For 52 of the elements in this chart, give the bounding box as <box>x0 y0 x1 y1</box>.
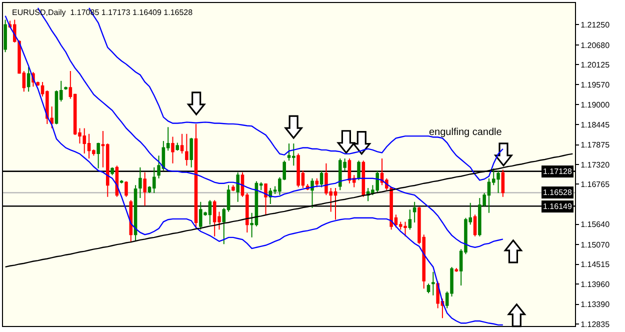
candlestick <box>64 86 68 90</box>
candlestick <box>315 178 319 188</box>
ref-line-label: 1.16528 <box>543 188 572 197</box>
candlestick <box>185 133 188 166</box>
candlestick <box>320 170 324 188</box>
y-tick-label: 1.21250 <box>580 20 610 30</box>
candlestick <box>473 214 477 237</box>
y-tick-label: 1.15070 <box>580 240 610 250</box>
y-tick-label: 1.19570 <box>580 80 610 90</box>
candlestick <box>143 172 146 206</box>
candlestick <box>120 180 124 184</box>
candlestick <box>426 283 430 294</box>
y-tick-label: 1.12835 <box>580 320 610 329</box>
y-tick-label: 1.16765 <box>580 180 610 190</box>
y-tick-label: 1.20125 <box>580 60 610 70</box>
candlestick <box>180 133 184 154</box>
candlestick <box>50 106 54 129</box>
y-tick-label: 1.13960 <box>580 280 610 289</box>
candlestick <box>232 184 235 192</box>
candlestick <box>36 81 40 86</box>
candlestick <box>4 19 7 53</box>
candlestick <box>134 184 138 242</box>
candlestick <box>96 142 100 169</box>
candlestick <box>190 137 193 168</box>
ref-line-label: 1.16149 <box>543 202 572 211</box>
y-tick-label: 1.17875 <box>580 140 610 150</box>
y-tick-label: 1.19000 <box>580 100 610 110</box>
candlestick <box>26 66 30 92</box>
candlestick <box>124 180 128 198</box>
candlestick <box>412 201 416 223</box>
candlestick <box>264 182 268 216</box>
candlestick <box>357 160 360 181</box>
y-tick-label: 1.17320 <box>580 160 610 170</box>
annotation: engulfing candle <box>429 127 502 138</box>
candlestick <box>408 209 412 230</box>
candlestick <box>138 166 142 198</box>
y-tick-label: 1.14515 <box>580 260 610 270</box>
candlestick <box>176 142 180 152</box>
y-tick-label: 1.18445 <box>580 120 610 130</box>
line-series <box>4 15 504 326</box>
candlestick <box>194 123 198 228</box>
candlestick <box>501 169 505 198</box>
y-tick-label: 1.13390 <box>580 300 610 310</box>
y-tick-label: 1.20680 <box>580 40 610 50</box>
candlestick <box>171 136 174 164</box>
candlestick <box>310 178 314 208</box>
candlestick <box>110 166 114 176</box>
candlestick <box>432 271 435 296</box>
candlestick <box>236 172 240 202</box>
candlestick <box>454 268 458 272</box>
y-tick-label: 1.15640 <box>580 220 610 230</box>
ref-line-label: 1.17128 <box>543 167 572 176</box>
